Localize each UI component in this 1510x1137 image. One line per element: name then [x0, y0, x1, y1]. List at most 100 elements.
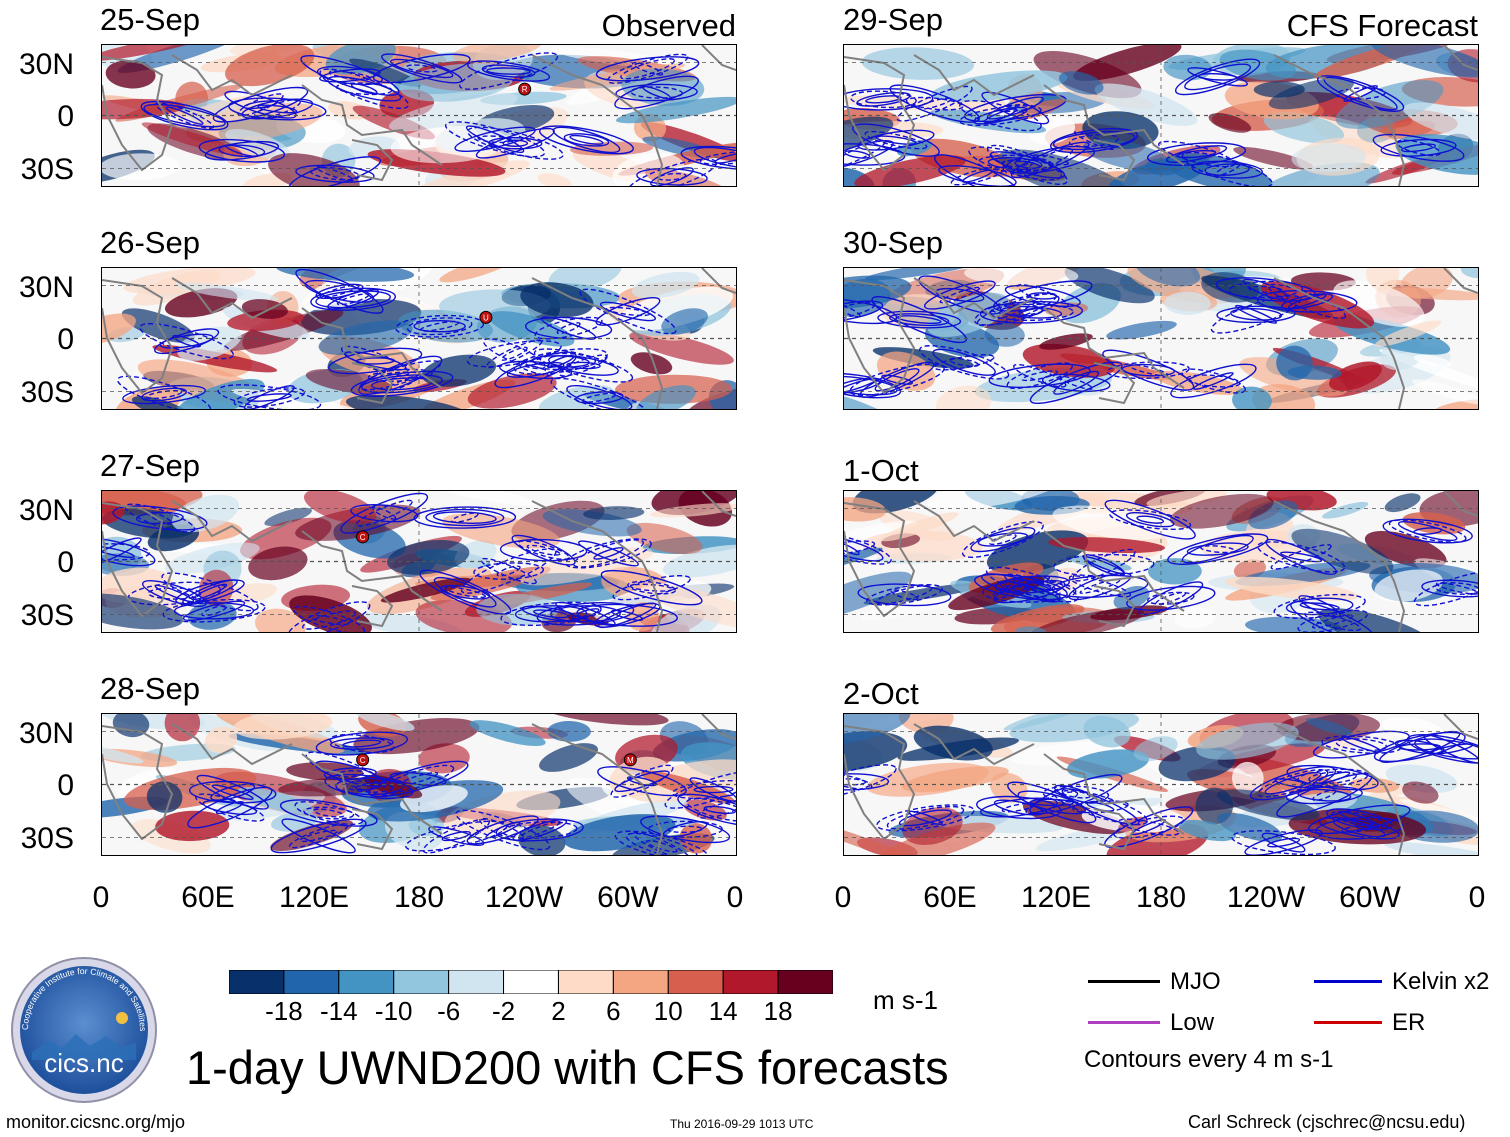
- panel-date-label: 29-Sep: [843, 2, 943, 37]
- kelvin-contour: [990, 303, 1043, 316]
- kelvin-contour: [923, 280, 996, 310]
- coastline: [1043, 84, 1185, 166]
- kelvin-contour: [173, 602, 255, 620]
- anomaly-shading: [935, 385, 992, 409]
- anomaly-shading: [1133, 736, 1178, 762]
- kelvin-contour: [1174, 58, 1261, 96]
- kelvin-contour: [1267, 837, 1301, 848]
- kelvin-contour: [874, 368, 920, 392]
- anomaly-shading: [618, 286, 733, 331]
- colorbar-swatch: [777, 969, 834, 995]
- colorbar: [228, 969, 834, 995]
- kelvin-contour: [112, 505, 208, 531]
- coastline: [1273, 54, 1406, 186]
- kelvin-contour: [569, 134, 604, 145]
- anomaly-shading: [112, 714, 150, 738]
- kelvin-contour: [979, 797, 1058, 818]
- colorbar-swatch: [612, 969, 669, 995]
- kelvin-contour: [514, 605, 588, 623]
- anomaly-shading: [1305, 718, 1353, 736]
- kelvin-contour: [890, 589, 919, 601]
- anomaly-shading: [626, 522, 703, 555]
- anomaly-shading: [132, 269, 221, 306]
- kelvin-contour: [1052, 788, 1149, 826]
- kelvin-contour: [1318, 817, 1400, 840]
- anomaly-shading: [864, 268, 981, 281]
- kelvin-contour: [578, 540, 639, 567]
- anomaly-shading: [520, 547, 653, 586]
- anomaly-shading: [844, 497, 887, 522]
- kelvin-contour: [693, 146, 736, 170]
- panel-date-label: 25-Sep: [100, 2, 200, 37]
- kelvin-contour: [1281, 293, 1334, 310]
- anomaly-shading: [289, 595, 372, 632]
- kelvin-contour: [299, 829, 338, 843]
- forecast-title: CFS Forecast: [1286, 8, 1478, 43]
- kelvin-contour: [1249, 766, 1337, 801]
- coastline: [1273, 277, 1406, 409]
- kelvin-contour: [631, 61, 664, 76]
- kelvin-contour: [302, 610, 357, 630]
- kelvin-contour: [1146, 142, 1247, 166]
- lon-label: 120W: [1226, 881, 1306, 914]
- kelvin-contour: [342, 739, 382, 748]
- kelvin-contour: [1006, 362, 1073, 390]
- kelvin-contour: [228, 97, 327, 121]
- kelvin-contour: [632, 831, 691, 855]
- kelvin-contour: [1331, 810, 1387, 828]
- legend-line-er: [1314, 1021, 1382, 1024]
- kelvin-contour: [1180, 368, 1246, 394]
- kelvin-contour: [1001, 159, 1029, 168]
- kelvin-contour: [1317, 75, 1405, 112]
- kelvin-contour: [319, 68, 381, 83]
- kelvin-contour: [1031, 154, 1069, 166]
- kelvin-contour: [253, 99, 301, 119]
- kelvin-contour: [1299, 602, 1340, 611]
- kelvin-contour: [143, 103, 226, 128]
- kelvin-contour: [849, 363, 945, 396]
- footer-url[interactable]: monitor.cicsnc.org/mjo: [6, 1112, 186, 1132]
- lon-label: 60E: [923, 881, 977, 914]
- coastline: [102, 279, 174, 395]
- kelvin-contour: [599, 301, 657, 322]
- kelvin-contour: [1268, 283, 1347, 320]
- kelvin-contour: [419, 569, 512, 615]
- anomaly-shading: [225, 128, 291, 160]
- colorbar-label: -10: [374, 996, 413, 1026]
- kelvin-contour: [511, 534, 576, 566]
- kelvin-contour: [217, 384, 322, 409]
- anomaly-shading: [349, 58, 422, 87]
- kelvin-contour: [1004, 284, 1081, 308]
- storm-marker-letter: R: [522, 85, 528, 94]
- coastline: [351, 808, 394, 851]
- kelvin-contour: [257, 104, 298, 114]
- kelvin-contour: [210, 783, 256, 801]
- anomaly-shading: [1014, 99, 1065, 121]
- legend-line-mjo: [1088, 980, 1160, 983]
- kelvin-contour: [871, 296, 968, 344]
- kelvin-contour: [444, 121, 546, 158]
- kelvin-contour: [165, 106, 204, 125]
- coastline: [1043, 307, 1185, 389]
- anomaly-shading: [860, 585, 986, 621]
- anomaly-shading: [537, 173, 572, 186]
- kelvin-contour: [950, 166, 1005, 186]
- anomaly-shading: [230, 45, 307, 56]
- kelvin-contour: [1181, 534, 1254, 564]
- coastline: [701, 714, 736, 740]
- kelvin-contour: [1004, 573, 1061, 596]
- coastline: [1043, 530, 1185, 612]
- kelvin-contour: [693, 785, 734, 794]
- kelvin-contour: [512, 819, 568, 841]
- kelvin-contour: [566, 361, 601, 370]
- kelvin-contour: [636, 167, 708, 186]
- kelvin-contour: [1136, 515, 1165, 524]
- colorbar-swatch: [448, 969, 505, 995]
- kelvin-contour: [1216, 305, 1296, 324]
- map-panel-27-sep: C: [101, 490, 737, 633]
- anomaly-shading: [1411, 379, 1478, 405]
- kelvin-contour: [116, 375, 212, 409]
- kelvin-contour: [1013, 363, 1067, 388]
- kelvin-contour: [187, 786, 273, 829]
- kelvin-contour: [102, 537, 142, 567]
